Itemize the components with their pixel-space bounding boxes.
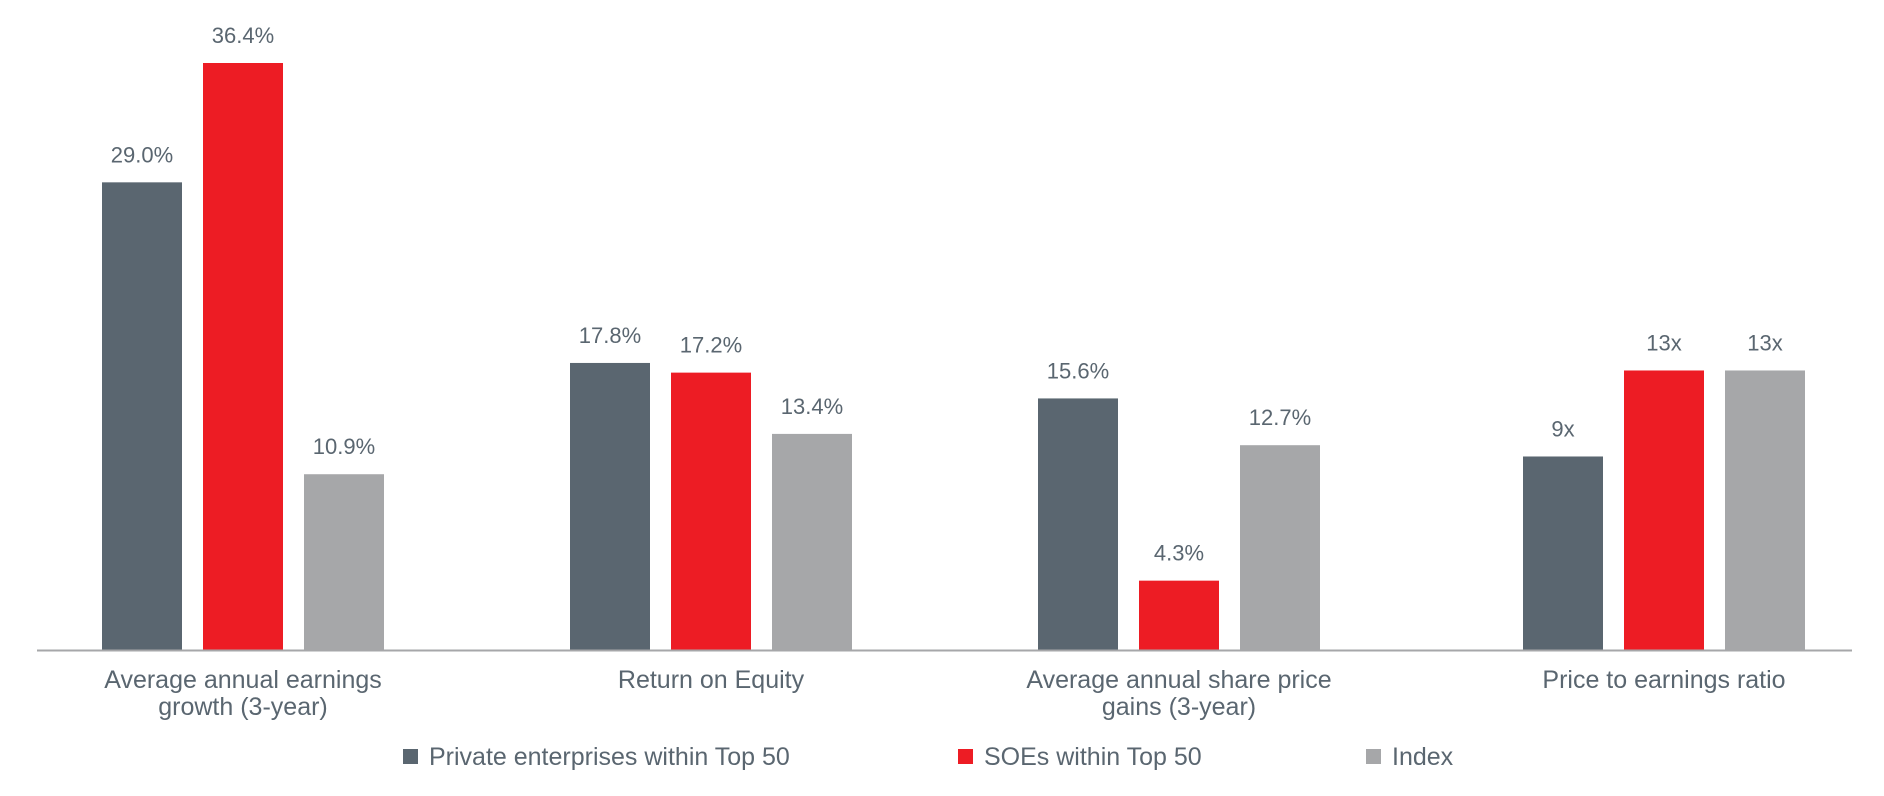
data-label: 17.2% <box>680 333 742 358</box>
bars-layer <box>102 63 1805 651</box>
category-label: Average annual share price gains (3-year) <box>1026 666 1331 721</box>
bar <box>671 372 751 650</box>
data-label: 10.9% <box>313 434 375 459</box>
legend-label: Private enterprises within Top 50 <box>429 743 790 771</box>
category-label: Price to earnings ratio <box>1542 666 1785 694</box>
category-label: Average annual earnings growth (3-year) <box>104 666 382 721</box>
bar <box>1038 398 1118 650</box>
legend-swatch <box>403 749 418 764</box>
data-label: 12.7% <box>1249 405 1311 430</box>
data-label: 13x <box>1747 330 1782 355</box>
category-label: Return on Equity <box>618 666 805 694</box>
bar <box>102 182 182 651</box>
bar <box>1240 445 1320 650</box>
legend: Private enterprises within Top 50 SOEs wi… <box>403 743 1454 771</box>
bar <box>772 433 852 650</box>
bar <box>304 474 384 650</box>
bar <box>1523 456 1603 650</box>
legend-swatch <box>1366 749 1381 764</box>
data-label: 17.8% <box>579 323 641 348</box>
bar <box>1139 580 1219 650</box>
data-label: 13x <box>1646 330 1681 355</box>
bar <box>1624 370 1704 650</box>
legend-label: Index <box>1392 743 1454 771</box>
data-label: 36.4% <box>212 23 274 48</box>
legend-label: SOEs within Top 50 <box>984 743 1202 771</box>
data-label: 29.0% <box>111 142 173 167</box>
data-label: 13.4% <box>781 394 843 419</box>
legend-item: Index <box>1366 743 1454 771</box>
legend-item: SOEs within Top 50 <box>958 743 1202 771</box>
data-label: 9x <box>1551 416 1574 441</box>
data-labels-layer: 29.0% 36.4% 10.9% 17.8% 17.2% 13.4% 15.6% 4.3% 1… <box>111 23 1783 566</box>
bar <box>203 63 283 650</box>
legend-item: Private enterprises within Top 50 <box>403 743 790 771</box>
data-label: 4.3% <box>1154 541 1204 566</box>
category-labels-layer: Average annual earnings growth (3-year) Re… <box>104 666 1785 721</box>
bar <box>1725 370 1805 650</box>
data-label: 15.6% <box>1047 358 1109 383</box>
legend-swatch <box>958 749 973 764</box>
bar <box>570 362 650 650</box>
